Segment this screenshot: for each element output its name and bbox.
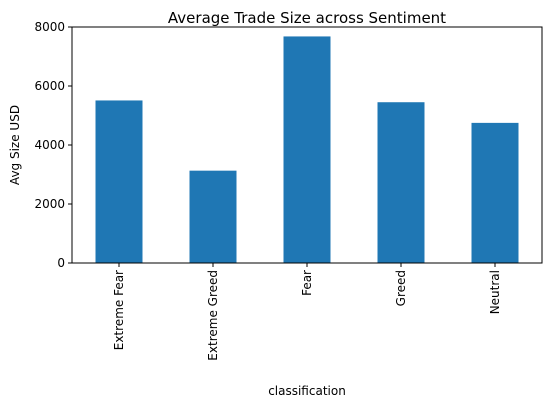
y-tick-label: 8000 (34, 20, 65, 34)
y-tick-label: 2000 (34, 197, 65, 211)
x-tick-label: Extreme Greed (206, 270, 220, 361)
plot-frame (71, 26, 543, 264)
x-tick-label: Fear (300, 270, 314, 296)
y-axis-label: Avg Size USD (8, 105, 22, 185)
bar (471, 122, 519, 263)
bar (377, 102, 425, 263)
y-tick-label: 0 (57, 256, 65, 270)
x-tick-label: Extreme Fear (112, 270, 126, 350)
chart-title: Average Trade Size across Sentiment (168, 9, 446, 27)
x-axis-label: classification (268, 384, 346, 398)
bar (95, 100, 143, 263)
y-tick-label: 6000 (34, 79, 65, 93)
y-tick-label: 4000 (34, 138, 65, 152)
bar (189, 170, 237, 263)
x-tick-label: Greed (394, 270, 408, 306)
bar (283, 36, 331, 263)
x-tick-label: Neutral (488, 270, 502, 314)
